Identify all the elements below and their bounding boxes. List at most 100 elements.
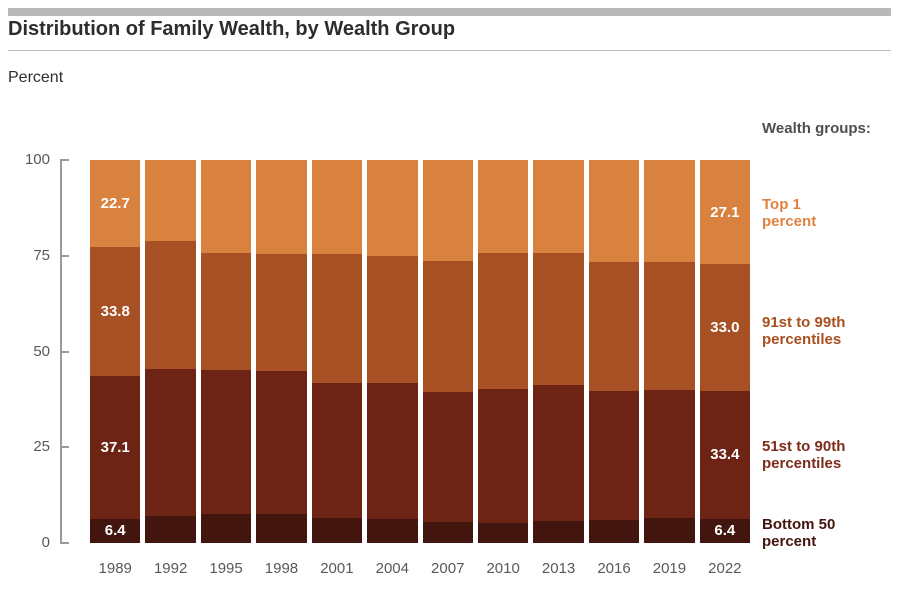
x-tick-label-1989: 1989 — [98, 560, 132, 577]
bar-2016 — [588, 160, 640, 543]
title-divider — [8, 50, 891, 51]
bar-segment-91st-to-99th-percentiles — [367, 256, 418, 384]
legend-heading: Wealth groups: — [762, 120, 871, 137]
x-tick-label-2019: 2019 — [652, 560, 687, 577]
bar-2010 — [477, 160, 529, 543]
legend-item-91stto99th-percentiles: 91st to 99th percentiles — [762, 314, 846, 348]
y-axis-unit-label: Percent — [8, 69, 64, 86]
bar-2022: 6.4 33.4 33.0 27.1 — [699, 160, 751, 543]
y-tick-label: 75 — [33, 246, 50, 264]
bar-segment-91st-to-99th-percentiles — [644, 262, 695, 391]
bar-segment-bottom-50-percent — [200, 514, 252, 543]
bar-segment-91st-to-99th-percentiles — [533, 253, 584, 385]
bar-segment-51st-to-90th-percentiles — [644, 390, 695, 519]
bar-segment-51st-to-90th-percentiles: 37.1 — [90, 376, 141, 519]
bar-value-label: 27.1 — [710, 203, 740, 221]
x-tick-label-2004: 2004 — [375, 560, 409, 577]
x-axis-labels: 1989 1992 1995 1998 2001 2004 2007 2010 2013 2016… — [90, 560, 750, 577]
bar-2019 — [644, 160, 695, 543]
y-tick-label: 25 — [33, 438, 50, 456]
bar-segment-51st-to-90th-percentiles — [256, 371, 307, 515]
x-tick-label-1992: 1992 — [153, 560, 188, 577]
bar-segment-bottom-50-percent — [644, 518, 695, 543]
bar-segment-91st-to-99th-percentiles — [145, 240, 196, 370]
bar-segment-bottom-50-percent — [477, 522, 529, 543]
bar-segment-bottom-50-percent — [256, 514, 307, 543]
bar-segment-top-1-percent: 22.7 — [90, 160, 141, 247]
bar-segment-top-1-percent — [533, 160, 584, 254]
y-tick — [62, 254, 69, 257]
bar-segment-top-1-percent — [200, 160, 252, 254]
bar-1995 — [200, 160, 252, 543]
x-tick-label-2022: 2022 — [708, 560, 742, 577]
bar-segment-51st-to-90th-percentiles — [367, 383, 418, 519]
x-tick-label-2016: 2016 — [597, 560, 631, 577]
bar-segment-51st-to-90th-percentiles — [533, 384, 584, 521]
x-tick-label-2013: 2013 — [541, 560, 576, 577]
bar-segment-91st-to-99th-percentiles — [256, 254, 307, 372]
x-tick-label-2007: 2007 — [431, 560, 465, 577]
bar-segment-51st-to-90th-percentiles — [422, 392, 473, 522]
bar-1992 — [145, 160, 196, 543]
bar-value-label: 6.4 — [104, 522, 126, 540]
bar-2004 — [367, 160, 418, 543]
bar-segment-51st-to-90th-percentiles — [588, 390, 640, 520]
x-tick-label-1998: 1998 — [264, 560, 299, 577]
bar-segment-51st-to-90th-percentiles: 33.4 — [699, 390, 751, 519]
x-tick-label-1995: 1995 — [209, 560, 243, 577]
y-axis-line — [60, 159, 62, 544]
bar-segment-51st-to-90th-percentiles — [145, 369, 196, 516]
plot-area: 6.4 37.1 33.8 22.7 6.4 33.4 33.0 27.1 — [90, 160, 751, 543]
bar-segment-91st-to-99th-percentiles — [477, 253, 529, 390]
legend-item-51stto90th-percentiles: 51st to 90th percentiles — [762, 438, 846, 472]
bar-value-label: 33.0 — [710, 318, 740, 336]
bar-1989: 6.4 37.1 33.8 22.7 — [90, 160, 141, 543]
bar-2001 — [311, 160, 363, 543]
bar-1998 — [256, 160, 307, 543]
bar-segment-bottom-50-percent — [533, 520, 584, 543]
x-tick-label-2010: 2010 — [486, 560, 520, 577]
y-tick-label: 100 — [24, 151, 50, 168]
bar-segment-bottom-50-percent — [145, 515, 196, 543]
bar-segment-top-1-percent — [644, 160, 695, 263]
bar-segment-top-1-percent — [477, 160, 529, 254]
x-tick-label-2001: 2001 — [320, 560, 354, 577]
bar-segment-top-1-percent — [422, 160, 473, 262]
bar-segment-91st-to-99th-percentiles — [588, 261, 640, 391]
bar-segment-91st-to-99th-percentiles — [422, 261, 473, 393]
y-tick-label: 0 — [41, 534, 50, 551]
bar-segment-91st-to-99th-percentiles: 33.0 — [699, 264, 751, 391]
bar-segment-top-1-percent — [367, 160, 418, 257]
bar-2013 — [533, 160, 584, 543]
bar-segment-91st-to-99th-percentiles — [200, 253, 252, 370]
y-tick-label: 50 — [33, 342, 50, 360]
bar-segment-51st-to-90th-percentiles — [311, 383, 363, 519]
y-tick — [62, 446, 69, 449]
bar-segment-top-1-percent — [256, 160, 307, 255]
bar-segment-top-1-percent — [145, 160, 196, 241]
bar-value-label: 6.4 — [714, 522, 736, 540]
bar-segment-bottom-50-percent — [311, 518, 363, 543]
bar-segment-top-1-percent — [311, 160, 363, 255]
bar-segment-bottom-50-percent — [588, 519, 640, 543]
bar-segment-91st-to-99th-percentiles: 33.8 — [90, 246, 141, 377]
y-tick — [62, 350, 69, 353]
bar-value-label: 33.8 — [100, 303, 130, 321]
bar-segment-top-1-percent — [588, 160, 640, 262]
legend-item-top1-percent: Top 1 percent — [762, 196, 817, 230]
y-tick — [62, 159, 69, 161]
y-tick — [62, 542, 69, 544]
chart-title: Distribution of Family Wealth, by Wealth… — [8, 18, 456, 40]
bar-value-label: 33.4 — [710, 446, 740, 464]
bar-segment-bottom-50-percent — [367, 518, 418, 543]
legend-item-bottom50-percent: Bottom 50 percent — [762, 516, 836, 550]
bar-segment-51st-to-90th-percentiles — [200, 369, 252, 515]
bar-segment-bottom-50-percent — [422, 521, 473, 543]
bar-segment-bottom-50-percent: 6.4 — [699, 518, 751, 543]
bar-segment-51st-to-90th-percentiles — [477, 389, 529, 523]
bar-segment-top-1-percent: 27.1 — [699, 160, 751, 265]
bar-value-label: 22.7 — [100, 195, 130, 212]
top-accent-bar — [8, 8, 891, 16]
bar-segment-91st-to-99th-percentiles — [311, 254, 363, 384]
